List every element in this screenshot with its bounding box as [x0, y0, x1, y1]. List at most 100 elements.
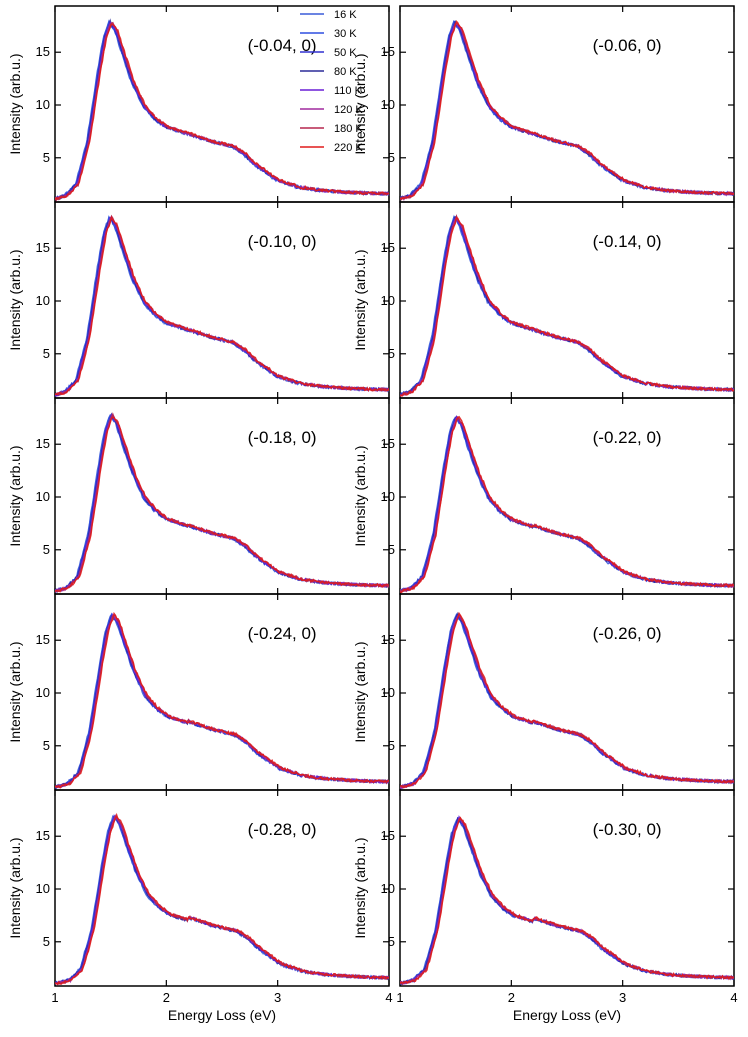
panel-label: (-0.22, 0)	[593, 428, 662, 447]
y-axis-label: Intensity (arb.u.)	[352, 641, 368, 742]
x-tick-label: 1	[51, 990, 58, 1005]
y-axis-label: Intensity (arb.u.)	[7, 445, 23, 546]
series-line-50k	[400, 816, 734, 985]
y-tick-label: 5	[43, 150, 50, 165]
y-tick-label: 10	[36, 685, 50, 700]
y-axis-label: Intensity (arb.u.)	[352, 837, 368, 938]
legend-entry: 80 K	[334, 66, 357, 78]
x-tick-label: 2	[163, 990, 170, 1005]
y-tick-label: 5	[43, 346, 50, 361]
y-tick-label: 15	[36, 828, 50, 843]
series-line-220k	[55, 23, 389, 201]
series-line-220k	[55, 812, 389, 986]
panel-10: 5 10 15 Intensity (arb.u.) 1 2 3 4 Energy Loss (…	[352, 789, 738, 1023]
y-tick-label: 15	[381, 44, 395, 59]
series-line-220k	[400, 415, 734, 594]
panel-label: (-0.26, 0)	[593, 624, 662, 643]
y-axis-label: Intensity (arb.u.)	[352, 249, 368, 350]
y-tick-label: 15	[381, 828, 395, 843]
y-tick-label: 10	[381, 489, 395, 504]
y-axis-label: Intensity (arb.u.)	[352, 445, 368, 546]
y-tick-label: 10	[36, 293, 50, 308]
curves	[400, 611, 734, 790]
y-axis-label: Intensity (arb.u.)	[7, 837, 23, 938]
x-axis-label: Energy Loss (eV)	[513, 1007, 621, 1023]
y-tick-label: 5	[388, 542, 395, 557]
y-tick-label: 10	[36, 489, 50, 504]
panel-label: (-0.14, 0)	[593, 232, 662, 251]
y-tick-label: 5	[388, 346, 395, 361]
series-line-220k	[400, 20, 734, 201]
y-tick-label: 10	[36, 881, 50, 896]
series-line-110k	[400, 613, 734, 789]
panel-label: (-0.28, 0)	[248, 820, 317, 839]
curves	[55, 412, 389, 593]
x-tick-label: 2	[508, 990, 515, 1005]
series-line-220k	[400, 216, 734, 397]
panel-2: 5 10 15 Intensity (arb.u.) (-0.06, 0)	[352, 5, 735, 203]
y-axis-label: Intensity (arb.u.)	[7, 53, 23, 154]
y-tick-label: 10	[381, 97, 395, 112]
y-tick-label: 5	[43, 934, 50, 949]
legend-entry: 110 K	[334, 85, 363, 97]
panel-label: (-0.30, 0)	[593, 820, 662, 839]
x-tick-label: 3	[274, 990, 281, 1005]
panel-9: 5 10 15 Intensity (arb.u.) 1 2 3 4 Energy Loss (…	[7, 789, 393, 1023]
series-line-220k	[400, 816, 734, 984]
curves	[55, 18, 389, 202]
y-tick-label: 5	[43, 542, 50, 557]
y-tick-label: 15	[381, 436, 395, 451]
panel-5: 5 10 15 Intensity (arb.u.) (-0.18, 0)	[7, 397, 390, 595]
series-line-220k	[55, 215, 389, 396]
legend-entry: 180 K	[334, 123, 363, 135]
panel-label: (-0.06, 0)	[593, 36, 662, 55]
curves	[400, 213, 734, 397]
panel-frame	[54, 789, 390, 987]
panel-3: 5 10 15 Intensity (arb.u.) (-0.10, 0)	[7, 201, 390, 399]
panel-6: 5 10 15 Intensity (arb.u.) (-0.22, 0)	[352, 397, 735, 595]
panel-1: 5 10 15 Intensity (arb.u.) (-0.04, 0)	[7, 5, 390, 203]
y-tick-label: 15	[36, 44, 50, 59]
y-axis-label: Intensity (arb.u.)	[7, 641, 23, 742]
panel-7: 5 10 15 Intensity (arb.u.) (-0.24, 0)	[7, 593, 390, 791]
panel-label: (-0.24, 0)	[248, 624, 317, 643]
legend-entry: 16 K	[334, 9, 357, 21]
legend-entry: 30 K	[334, 28, 357, 40]
curves	[400, 815, 734, 986]
y-tick-label: 10	[381, 685, 395, 700]
series-line-220k	[55, 416, 389, 593]
panel-frame	[399, 789, 735, 987]
y-tick-label: 15	[36, 240, 50, 255]
curves	[55, 214, 389, 397]
panel-frame	[399, 593, 735, 791]
y-tick-label: 5	[388, 738, 395, 753]
y-tick-label: 5	[388, 150, 395, 165]
panel-frame	[54, 593, 390, 791]
x-tick-label: 4	[385, 990, 392, 1005]
y-tick-label: 15	[36, 436, 50, 451]
y-axis-label: Intensity (arb.u.)	[352, 53, 368, 154]
curves	[55, 611, 389, 790]
x-tick-label: 3	[619, 990, 626, 1005]
x-axis-label: Energy Loss (eV)	[168, 1007, 276, 1023]
series-line-220k	[55, 611, 389, 789]
y-tick-label: 5	[43, 738, 50, 753]
panel-4: 5 10 15 Intensity (arb.u.) (-0.14, 0)	[352, 201, 735, 399]
y-axis-label: Intensity (arb.u.)	[7, 249, 23, 350]
series-line-120k	[55, 614, 389, 789]
panel-label: (-0.10, 0)	[248, 232, 317, 251]
y-tick-label: 15	[381, 632, 395, 647]
series-line-120k	[55, 814, 389, 986]
panel-label: (-0.18, 0)	[248, 428, 317, 447]
y-tick-label: 10	[36, 97, 50, 112]
legend-entry: 120 K	[334, 104, 363, 116]
legend-entry: 50 K	[334, 47, 357, 59]
series-line-16k	[55, 815, 389, 985]
curves	[55, 812, 389, 986]
series-line-180k	[55, 412, 389, 593]
y-tick-label: 10	[381, 293, 395, 308]
y-tick-label: 15	[381, 240, 395, 255]
legend: 16 K 30 K 50 K 80 K 110 K 120 K 180 K 220 K	[300, 9, 363, 154]
